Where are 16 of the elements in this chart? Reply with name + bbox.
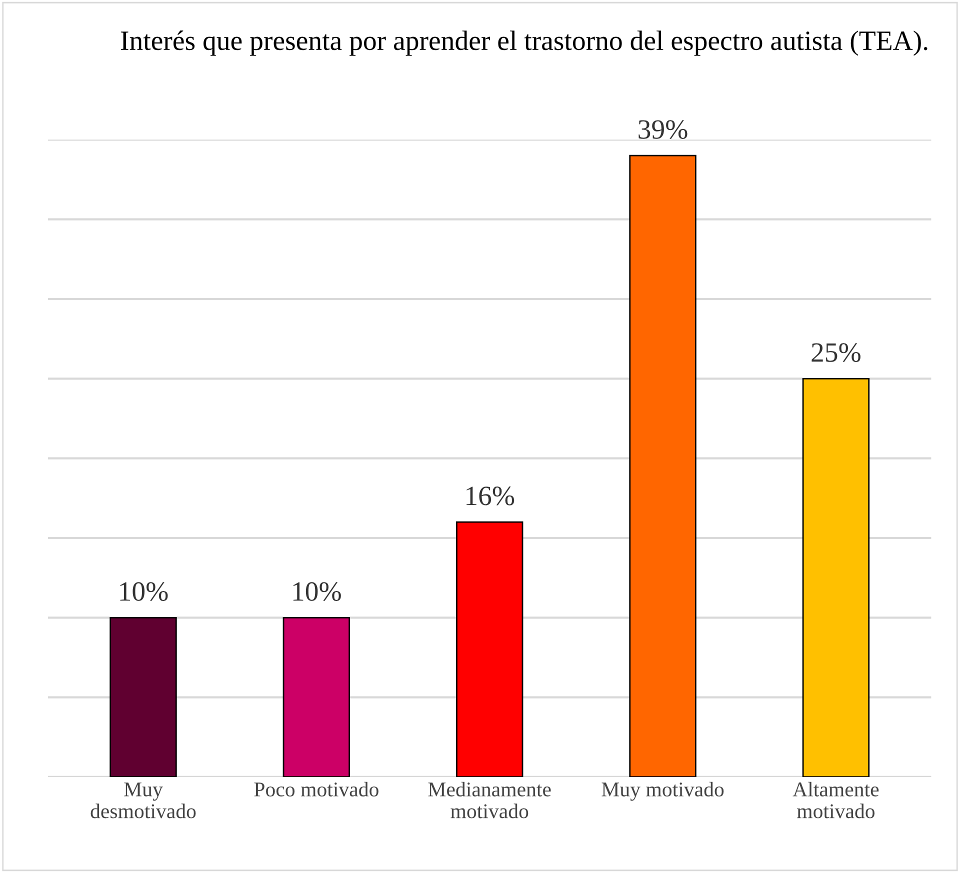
- data-label: 16%: [466, 486, 514, 506]
- chart-title: Interés que presenta por aprender el trastorno del espectro autista (TEA).: [121, 30, 928, 56]
- x-tick-label: Altamente motivado: [792, 782, 879, 818]
- data-label: 10%: [120, 582, 168, 601]
- bar: [110, 616, 177, 777]
- x-tick-label: Muy motivado: [602, 782, 724, 801]
- data-label: 25%: [812, 343, 860, 362]
- x-tick-label: Medianamente motivado: [428, 782, 551, 818]
- x-tick-label: Poco motivado: [254, 782, 378, 796]
- bar: [802, 378, 870, 777]
- data-label: 39%: [638, 120, 688, 139]
- bar: [282, 616, 350, 777]
- bar: [629, 154, 696, 777]
- x-tick-label: Muy desmotivado: [90, 782, 196, 818]
- bar: [456, 521, 524, 777]
- data-label: 10%: [293, 582, 341, 601]
